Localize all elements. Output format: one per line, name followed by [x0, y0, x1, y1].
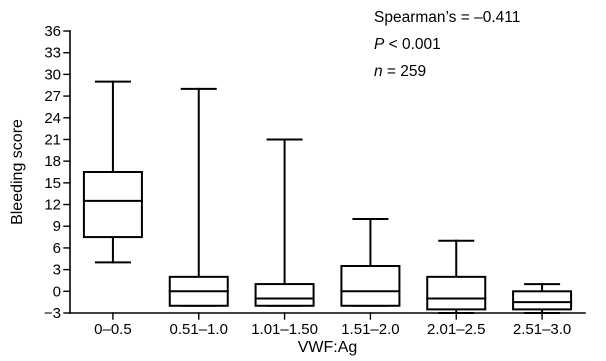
- y-tick-label: 24: [44, 110, 61, 127]
- x-tick-label: 2.01–2.5: [427, 321, 485, 338]
- n-symbol: n: [374, 63, 383, 80]
- y-tick-label: 21: [44, 131, 61, 148]
- y-axis-title: Bleeding score: [9, 119, 26, 225]
- y-tick-label: 30: [44, 66, 61, 83]
- y-tick-label: 3: [53, 262, 61, 279]
- p-symbol: P: [374, 36, 385, 53]
- y-tick-label: 9: [53, 218, 61, 235]
- x-tick-label: 0.51–1.0: [170, 321, 228, 338]
- y-tick-label: 12: [44, 197, 61, 214]
- y-tick-label: 15: [44, 175, 61, 192]
- box-series: [82, 80, 573, 314]
- box-4: [340, 218, 401, 307]
- sample-size-text: = 259: [383, 63, 427, 80]
- y-tick-label: 27: [44, 88, 61, 105]
- x-tick-label: 0–0.5: [94, 321, 132, 338]
- y-tick-label: 18: [44, 153, 61, 170]
- box-5: [426, 239, 487, 314]
- box-2: [168, 87, 229, 307]
- spearman-annotation: Spearman’s = –0.411: [374, 9, 520, 26]
- x-axis-title: VWF:Ag: [298, 339, 358, 356]
- x-tick-label: 1.01–1.50: [251, 321, 318, 338]
- x-axis-ticks: 0–0.5 0.51–1.0 1.01–1.50 1.51–2.0 2.01–2.5 2.…: [94, 312, 571, 338]
- y-tick-label: −3: [44, 305, 61, 322]
- y-tick-label: 6: [53, 240, 61, 257]
- iqr-box: [82, 171, 143, 239]
- p-value-text: < 0.001: [384, 36, 440, 53]
- x-tick-label: 2.51–3.0: [513, 321, 571, 338]
- box-1: [82, 80, 143, 264]
- y-tick-label: 33: [44, 45, 61, 62]
- y-tick-label: 36: [44, 23, 61, 40]
- iqr-box: [426, 275, 487, 311]
- p-value-annotation: P < 0.001: [374, 36, 441, 53]
- y-tick-label: 0: [53, 283, 61, 300]
- box-3: [254, 138, 315, 307]
- iqr-box: [512, 290, 573, 311]
- x-tick-label: 1.51–2.0: [341, 321, 399, 338]
- iqr-box: [340, 265, 401, 307]
- box-6: [512, 283, 573, 314]
- sample-size-annotation: n = 259: [374, 63, 426, 80]
- iqr-box: [254, 283, 315, 307]
